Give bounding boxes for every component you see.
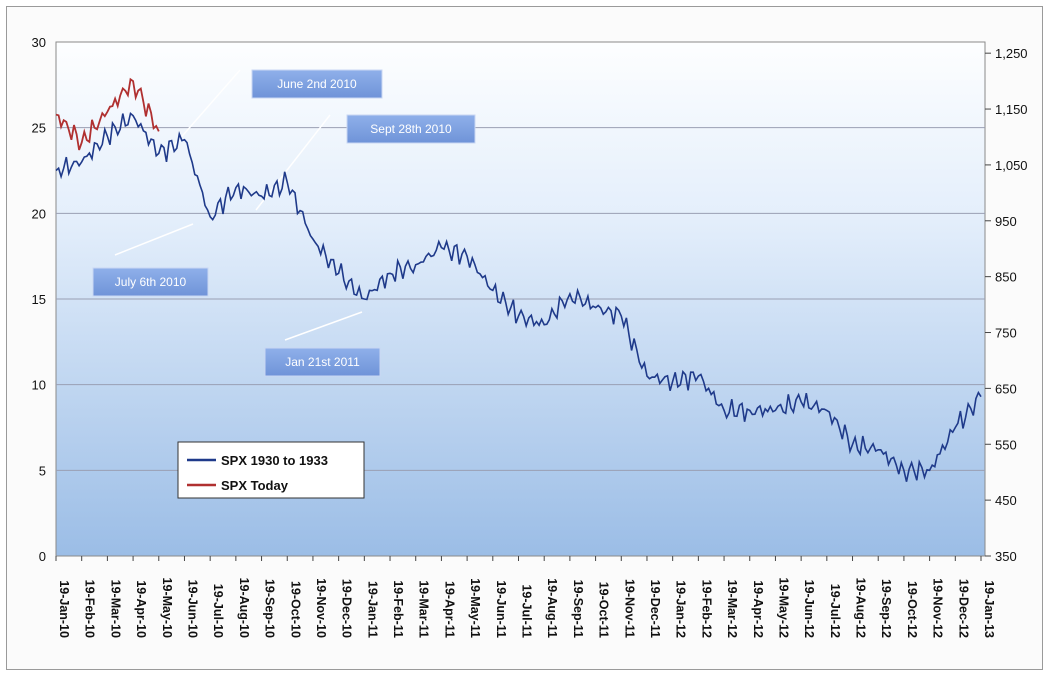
annotation-box [92, 267, 209, 297]
x-tick-label: 19-Sep-12 [879, 579, 893, 638]
x-tick-label: 19-Nov-10 [314, 578, 328, 638]
y-right-tick-label: 550 [995, 437, 1017, 452]
annotation-label: June 2nd 2010 [277, 77, 357, 91]
x-tick-label: 19-Oct-10 [288, 581, 302, 638]
annotation-label: July 6th 2010 [115, 275, 187, 289]
x-tick-label: 19-May-11 [468, 578, 482, 638]
x-tick-label: 19-May-12 [776, 578, 790, 638]
x-tick-label: 19-Jan-10 [57, 580, 71, 638]
x-tick-label: 19-Aug-10 [237, 578, 251, 638]
x-tick-label: 19-Nov-12 [931, 578, 945, 638]
left-axis-ticks: 0 5 10 15 20 25 30 [32, 35, 46, 564]
x-tick-label: 19-Mar-10 [108, 580, 122, 638]
legend-label-2: SPX Today [221, 478, 289, 493]
y-left-tick-label: 15 [32, 292, 46, 307]
x-tick-label: 19-Aug-11 [545, 578, 559, 638]
y-right-tick-label: 1,050 [995, 158, 1028, 173]
legend-box [177, 441, 365, 499]
x-tick-label: 19-May-10 [160, 578, 174, 638]
y-right-tick-label: 650 [995, 381, 1017, 396]
annotation-leader [284, 311, 363, 341]
y-left-tick-label: 30 [32, 35, 46, 50]
series-line-1 [55, 112, 982, 482]
y-left-tick-label: 25 [32, 121, 46, 136]
y-right-tick-label: 350 [995, 549, 1017, 564]
annotation-label: Sept 28th 2010 [370, 122, 452, 136]
x-tick-label: 19-Jun-10 [185, 580, 199, 638]
annotations: June 2nd 2010 Sept 28th 2010 July 6th 2010… [92, 69, 476, 377]
x-tick-label: 19-Feb-11 [391, 580, 405, 638]
y-right-tick-label: 1,250 [995, 46, 1028, 61]
annotation-box [251, 69, 383, 99]
x-tick-label: 19-Sep-10 [263, 579, 277, 638]
x-tick-label: 19-Oct-11 [597, 582, 611, 638]
x-tick-label: 19-Oct-12 [905, 581, 919, 638]
x-tick-label: 19-Apr-11 [442, 581, 456, 638]
series-lines [55, 77, 982, 482]
x-tick-label: 19-Mar-11 [417, 580, 431, 638]
series-line-2 [55, 77, 160, 151]
x-tick-label: 19-Apr-12 [751, 580, 765, 638]
x-tick-label: 19-Jan-11 [365, 581, 379, 638]
x-tick-label: 19-Dec-12 [956, 579, 970, 638]
y-right-tick-label: 1,150 [995, 102, 1028, 117]
annotation-box [346, 114, 476, 144]
x-tick-label: 19-Jan-13 [982, 580, 996, 638]
x-tick-label: 19-Mar-12 [725, 580, 739, 638]
y-left-tick-label: 0 [39, 549, 46, 564]
y-right-tick-label: 950 [995, 214, 1017, 229]
x-tick-label: 19-Jun-12 [802, 580, 816, 638]
y-right-tick-label: 750 [995, 326, 1017, 341]
y-right-tick-label: 850 [995, 270, 1017, 285]
annotation-leader [169, 69, 241, 151]
x-tick-label: 19-Feb-12 [699, 580, 713, 638]
legend-label-1: SPX 1930 to 1933 [221, 453, 328, 468]
x-tick-label: 19-Apr-10 [134, 580, 148, 638]
x-tick-label: 19-Jul-10 [211, 584, 225, 638]
y-left-tick-label: 10 [32, 378, 46, 393]
x-tick-label: 19-Jul-12 [828, 584, 842, 638]
annotation-leader [114, 223, 194, 256]
x-tick-label: 19-Feb-10 [83, 580, 97, 638]
annotation-box [264, 347, 381, 377]
legend: SPX 1930 to 1933 SPX Today [177, 441, 365, 499]
y-left-tick-label: 5 [39, 463, 46, 478]
x-tick-label: 19-Sep-11 [571, 580, 585, 638]
right-axis-ticks: 350 450 550 650 750 850 950 1,050 1,150 1,250 [985, 46, 1028, 564]
x-tick-label: 19-Jul-11 [520, 584, 534, 638]
y-right-tick-label: 450 [995, 493, 1017, 508]
x-axis-ticks: 19-Jan-10 19-Feb-10 19-Mar-10 19-Apr-10 19-M… [55, 556, 996, 638]
x-tick-label: 19-Jun-11 [494, 580, 508, 638]
x-tick-label: 19-Aug-12 [854, 578, 868, 638]
x-tick-label: 19-Nov-11 [622, 579, 636, 638]
x-tick-label: 19-Jan-12 [674, 580, 688, 638]
x-tick-label: 19-Dec-10 [340, 579, 354, 638]
annotation-label: Jan 21st 2011 [285, 355, 360, 369]
y-left-tick-label: 20 [32, 206, 46, 221]
x-tick-label: 19-Dec-11 [648, 580, 662, 638]
